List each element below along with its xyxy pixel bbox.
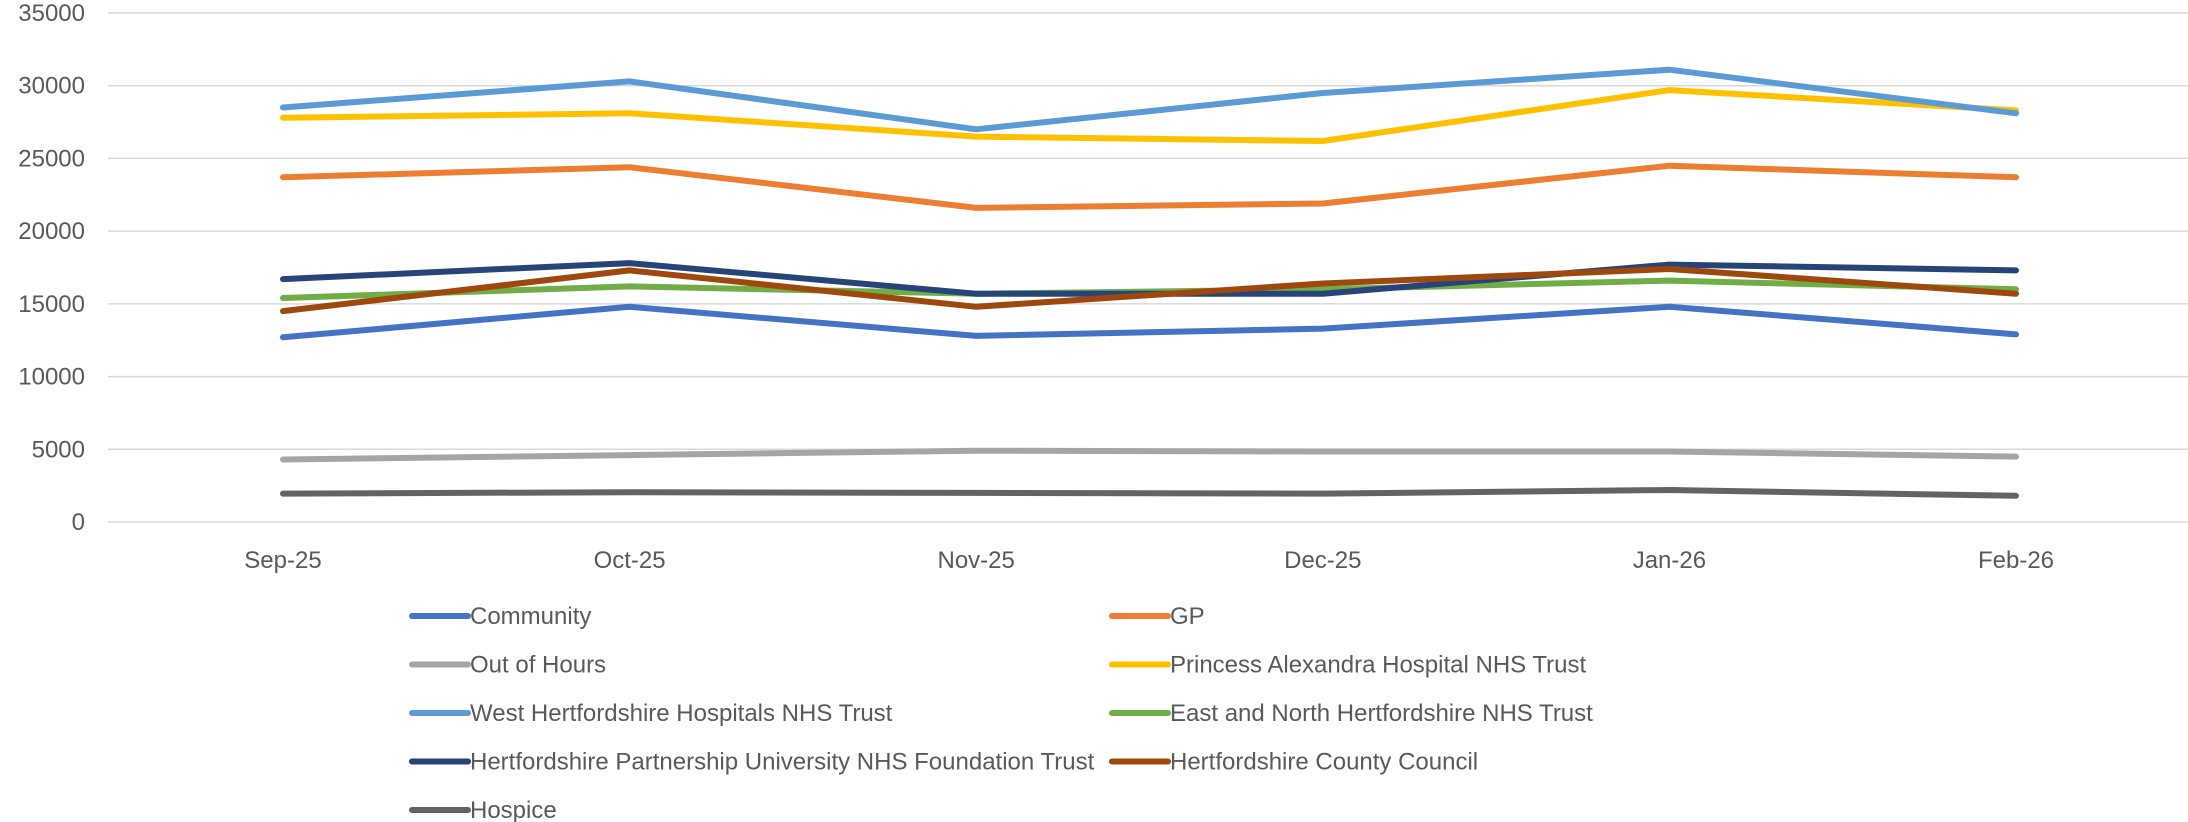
y-tick-label: 30000 <box>18 73 85 100</box>
legend: Community GP Out of Hours Princess Alexandr… <box>409 603 1593 822</box>
y-tick-label: 20000 <box>18 218 85 245</box>
legend-label: Out of Hours <box>470 652 606 679</box>
series-line-0 <box>280 303 2019 341</box>
series-line-7 <box>280 266 2019 315</box>
x-tick-label: Feb-26 <box>1978 547 2054 574</box>
x-tick-label: Sep-25 <box>244 547 321 574</box>
legend-label: GP <box>1170 603 1205 630</box>
y-tick-label: 10000 <box>18 364 85 391</box>
series-line-1 <box>280 162 2019 211</box>
y-tick-label: 15000 <box>18 291 85 318</box>
gridlines <box>108 12 2188 523</box>
x-axis-tick-labels: Sep-25 Oct-25 Nov-25 Dec-25 Jan-26 Feb-26 <box>244 547 2054 574</box>
series-line-8 <box>280 487 2019 499</box>
x-tick-label: Jan-26 <box>1633 547 1706 574</box>
legend-label: Princess Alexandra Hospital NHS Trust <box>1170 652 1587 679</box>
series-lines <box>280 66 2019 499</box>
legend-label: Hospice <box>470 797 557 822</box>
y-tick-label: 5000 <box>32 436 85 463</box>
y-tick-label: 35000 <box>18 0 85 27</box>
legend-label: East and North Hertfordshire NHS Trust <box>1170 700 1593 727</box>
legend-label: West Hertfordshire Hospitals NHS Trust <box>470 700 893 727</box>
series-line-4 <box>280 66 2019 133</box>
legend-label: Hertfordshire Partnership University NHS… <box>470 749 1095 776</box>
y-tick-label: 0 <box>72 509 85 536</box>
x-tick-label: Nov-25 <box>938 547 1015 574</box>
series-line-2 <box>280 447 2019 463</box>
y-axis-tick-labels: 0 5000 10000 15000 20000 25000 30000 35000 <box>18 0 85 536</box>
x-tick-label: Oct-25 <box>594 547 666 574</box>
series-line-3 <box>280 87 2019 144</box>
y-tick-label: 25000 <box>18 145 85 172</box>
x-tick-label: Dec-25 <box>1284 547 1361 574</box>
legend-label: Hertfordshire County Council <box>1170 749 1478 776</box>
legend-label: Community <box>470 603 591 630</box>
